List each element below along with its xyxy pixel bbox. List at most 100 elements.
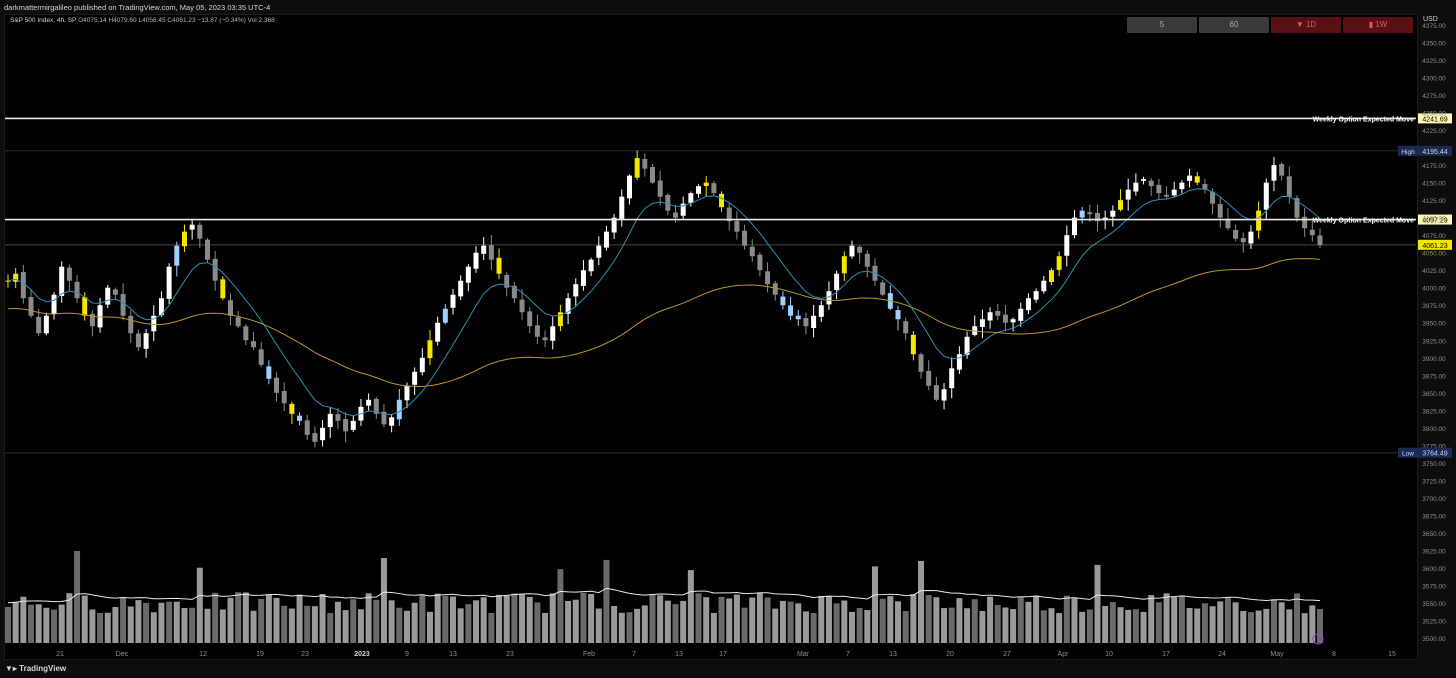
candle-body [1133,182,1139,192]
candle-body [1048,270,1054,283]
candle-body [435,322,441,342]
candle-body [673,212,679,218]
volume-bar [664,600,671,643]
y-axis-tick-label: 3825.00 [1422,408,1446,415]
timeframe-60-button[interactable]: 60 [1199,17,1269,33]
candle-body [688,193,694,203]
volume-bar [595,608,602,643]
symbol-legend: S&P 500 Index, 4h, SP O4075.14 H4079.60 … [10,17,275,24]
candle-body [956,354,962,370]
candle-body [803,318,809,327]
volume-bar [549,593,556,643]
volume-bar [135,600,142,643]
volume-bar [864,610,871,643]
y-axis-tick-label: 4350.00 [1422,41,1446,48]
candle-body [849,245,855,257]
candle-body [312,433,318,442]
volume-bar [1209,606,1216,643]
x-axis-tick-label: 24 [1218,651,1226,658]
volume-bar [265,594,272,643]
x-axis-tick-label: 9 [405,651,409,658]
volume-bar [97,612,104,643]
candle-body [235,317,241,327]
candle-body [1240,238,1246,243]
volume-bar [1163,593,1170,643]
candle-body [496,257,502,274]
candle-body [274,377,280,393]
x-axis-tick-label: May [1270,651,1284,658]
x-axis-tick-label: 13 [675,651,683,658]
candle-body [1263,182,1269,210]
candle-body [903,321,909,334]
volume-bar [189,607,196,643]
volume-bar [588,593,595,643]
candle-body [757,254,763,271]
candle-body [834,273,840,290]
volume-bar [1086,609,1093,643]
volume-bar [1247,612,1254,643]
candle-body [864,253,870,267]
y-axis-tick-label: 4300.00 [1422,76,1446,83]
candle-body [1187,175,1193,181]
candle-body [128,315,134,334]
expected-move-label: Weekly Option Expected Move [1313,116,1415,123]
y-axis-tick-label: 3950.00 [1422,321,1446,328]
candle-body [396,399,402,420]
volume-bar [396,607,403,643]
candle-body [573,284,579,297]
x-axis-tick-label: 17 [719,651,727,658]
volume-bar [327,613,334,643]
candle-body [151,315,157,332]
volume-bar [143,602,150,643]
timeframe-1d-button[interactable]: ▼ 1D [1271,17,1341,33]
volume-bar [703,597,710,643]
legend-change: −13.87 (−0.34%) [197,17,246,24]
y-axis-tick-label: 3875.00 [1422,373,1446,380]
candle-body [726,207,732,222]
candle-body [1217,204,1223,218]
candle-body [734,221,740,232]
volume-bar [212,592,219,643]
volume-bar [158,602,165,643]
candle-body [1002,314,1008,323]
candle-body [1233,229,1239,239]
chart-pane[interactable] [4,14,1418,660]
volume-bar [1033,595,1040,643]
timeframe-5-button[interactable]: 5 [1127,17,1197,33]
candle-body [634,158,640,178]
candle-body [481,245,487,254]
candle-body [719,193,725,208]
candle-body [926,370,932,386]
volume-bar [611,606,618,643]
y-axis-tick-label: 4125.00 [1422,198,1446,205]
candle-body [158,298,164,316]
volume-bar [519,594,526,643]
candle-body [335,414,341,421]
y-axis-tick-label: 3775.00 [1422,443,1446,450]
volume-bar [419,594,426,643]
candle-body [28,297,34,316]
candle-body [450,294,456,308]
candle-body [266,366,272,379]
expected-move-price-tag [1418,214,1452,225]
y-axis-tick-label: 3575.00 [1422,583,1446,590]
timeframe-1w-button[interactable]: ▮ 1W [1343,17,1413,33]
y-axis-tick-label: 3900.00 [1422,356,1446,363]
volume-bar [1102,606,1109,643]
candle-body [381,411,387,425]
candle-body [657,180,663,197]
legend-high: H4079.60 [108,17,137,24]
y-axis-tick-label: 4000.00 [1422,286,1446,293]
y-axis-tick-label: 3725.00 [1422,478,1446,485]
volume-bar [902,611,909,643]
volume-bar [710,612,717,643]
candle-body [189,224,195,230]
volume-bar [825,596,832,643]
candle-body [1148,180,1154,187]
candle-body [841,256,847,274]
volume-bar [357,609,364,643]
candle-body [51,294,57,314]
volume-bar [227,597,234,643]
candle-body [1279,164,1285,176]
